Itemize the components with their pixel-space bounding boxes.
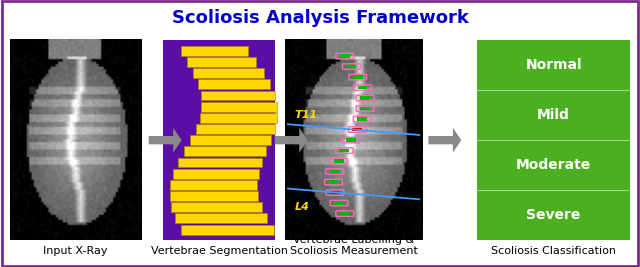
FancyBboxPatch shape [172, 202, 262, 212]
FancyBboxPatch shape [360, 96, 370, 100]
FancyBboxPatch shape [193, 68, 264, 78]
FancyBboxPatch shape [360, 107, 370, 110]
FancyBboxPatch shape [202, 102, 277, 112]
FancyBboxPatch shape [180, 46, 248, 56]
Text: Input X-Ray: Input X-Ray [43, 246, 108, 256]
FancyBboxPatch shape [358, 86, 367, 89]
FancyBboxPatch shape [353, 76, 363, 79]
FancyBboxPatch shape [346, 139, 356, 142]
Text: Vertebrae Labelling &
Scoliosis Measurement: Vertebrae Labelling & Scoliosis Measurem… [290, 235, 417, 256]
Text: Normal: Normal [525, 58, 582, 72]
Text: Mild: Mild [537, 108, 570, 122]
FancyBboxPatch shape [328, 180, 339, 184]
FancyBboxPatch shape [173, 169, 259, 179]
FancyBboxPatch shape [184, 146, 266, 156]
Text: Scoliosis Classification: Scoliosis Classification [491, 246, 616, 256]
FancyBboxPatch shape [340, 54, 349, 58]
FancyBboxPatch shape [340, 212, 349, 215]
FancyBboxPatch shape [175, 214, 267, 223]
FancyBboxPatch shape [170, 191, 258, 201]
FancyBboxPatch shape [333, 159, 344, 163]
Text: Severe: Severe [527, 208, 580, 222]
FancyBboxPatch shape [187, 57, 256, 67]
Text: Moderate: Moderate [516, 158, 591, 172]
FancyBboxPatch shape [196, 124, 275, 134]
FancyBboxPatch shape [334, 202, 344, 205]
FancyBboxPatch shape [357, 117, 367, 121]
FancyBboxPatch shape [330, 170, 340, 173]
FancyBboxPatch shape [170, 180, 257, 190]
FancyBboxPatch shape [178, 158, 262, 167]
Text: Vertebrae Segmentation: Vertebrae Segmentation [150, 246, 288, 256]
FancyBboxPatch shape [339, 149, 349, 152]
FancyBboxPatch shape [330, 191, 340, 194]
FancyBboxPatch shape [163, 40, 275, 240]
FancyBboxPatch shape [353, 128, 362, 131]
FancyBboxPatch shape [190, 135, 271, 145]
Text: L4: L4 [294, 202, 309, 212]
Text: Scoliosis Analysis Framework: Scoliosis Analysis Framework [172, 9, 468, 27]
FancyBboxPatch shape [200, 113, 277, 123]
FancyBboxPatch shape [201, 91, 275, 100]
FancyBboxPatch shape [180, 225, 274, 235]
FancyBboxPatch shape [198, 79, 270, 89]
Text: T11: T11 [294, 109, 317, 120]
FancyBboxPatch shape [346, 65, 356, 68]
FancyBboxPatch shape [477, 40, 630, 240]
